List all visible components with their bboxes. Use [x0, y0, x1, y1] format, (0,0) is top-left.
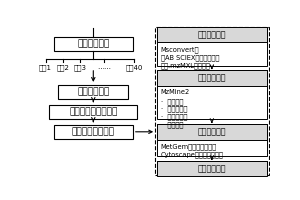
Text: 生物毒性测试: 生物毒性测试: [77, 87, 110, 96]
Text: 高毒性馏分质谱检测: 高毒性馏分质谱检测: [69, 107, 118, 116]
Bar: [157, 27, 266, 66]
Bar: [157, 27, 266, 42]
Text: 馏分40: 馏分40: [125, 64, 143, 71]
Text: ·  校准对齐: · 校准对齐: [161, 121, 183, 128]
Bar: [157, 161, 266, 175]
Text: 馏分3: 馏分3: [74, 64, 86, 71]
Text: ·  质量检测: · 质量检测: [161, 98, 183, 105]
Text: Cytoscape：分子网络美化: Cytoscape：分子网络美化: [161, 152, 224, 158]
Text: 馏分1: 馏分1: [39, 64, 52, 71]
Bar: [157, 124, 266, 140]
Text: ·  色谱反卷积: · 色谱反卷积: [161, 113, 187, 120]
Text: 质谱数据处理: 质谱数据处理: [198, 73, 226, 82]
Bar: [157, 70, 266, 86]
Text: ·  色谱图构建: · 色谱图构建: [161, 106, 187, 112]
Bar: [54, 125, 133, 139]
Text: 数据处理网络分析: 数据处理网络分析: [72, 127, 115, 136]
Bar: [54, 37, 133, 51]
Bar: [155, 27, 269, 175]
Text: 换为.mzMXL开源格式: 换为.mzMXL开源格式: [161, 63, 211, 69]
Text: 网络节点分析: 网络节点分析: [198, 164, 226, 173]
Bar: [58, 85, 128, 99]
Bar: [157, 70, 266, 119]
Text: 馏分2: 馏分2: [56, 64, 69, 71]
Text: Msconvert：: Msconvert：: [161, 46, 199, 53]
Text: 分子网络生成: 分子网络生成: [198, 127, 226, 136]
Text: MetGem：分子网络生成: MetGem：分子网络生成: [161, 143, 217, 150]
Text: MzMine2: MzMine2: [161, 89, 190, 95]
Text: 文件格式转换: 文件格式转换: [198, 30, 226, 39]
Text: 液相制备分馏: 液相制备分馏: [77, 40, 110, 49]
Text: 将AB SCIEX质谱仪数据转: 将AB SCIEX质谱仪数据转: [161, 55, 219, 61]
Text: ……: ……: [97, 64, 111, 70]
Bar: [157, 161, 266, 176]
Bar: [157, 124, 266, 156]
Bar: [49, 105, 137, 119]
